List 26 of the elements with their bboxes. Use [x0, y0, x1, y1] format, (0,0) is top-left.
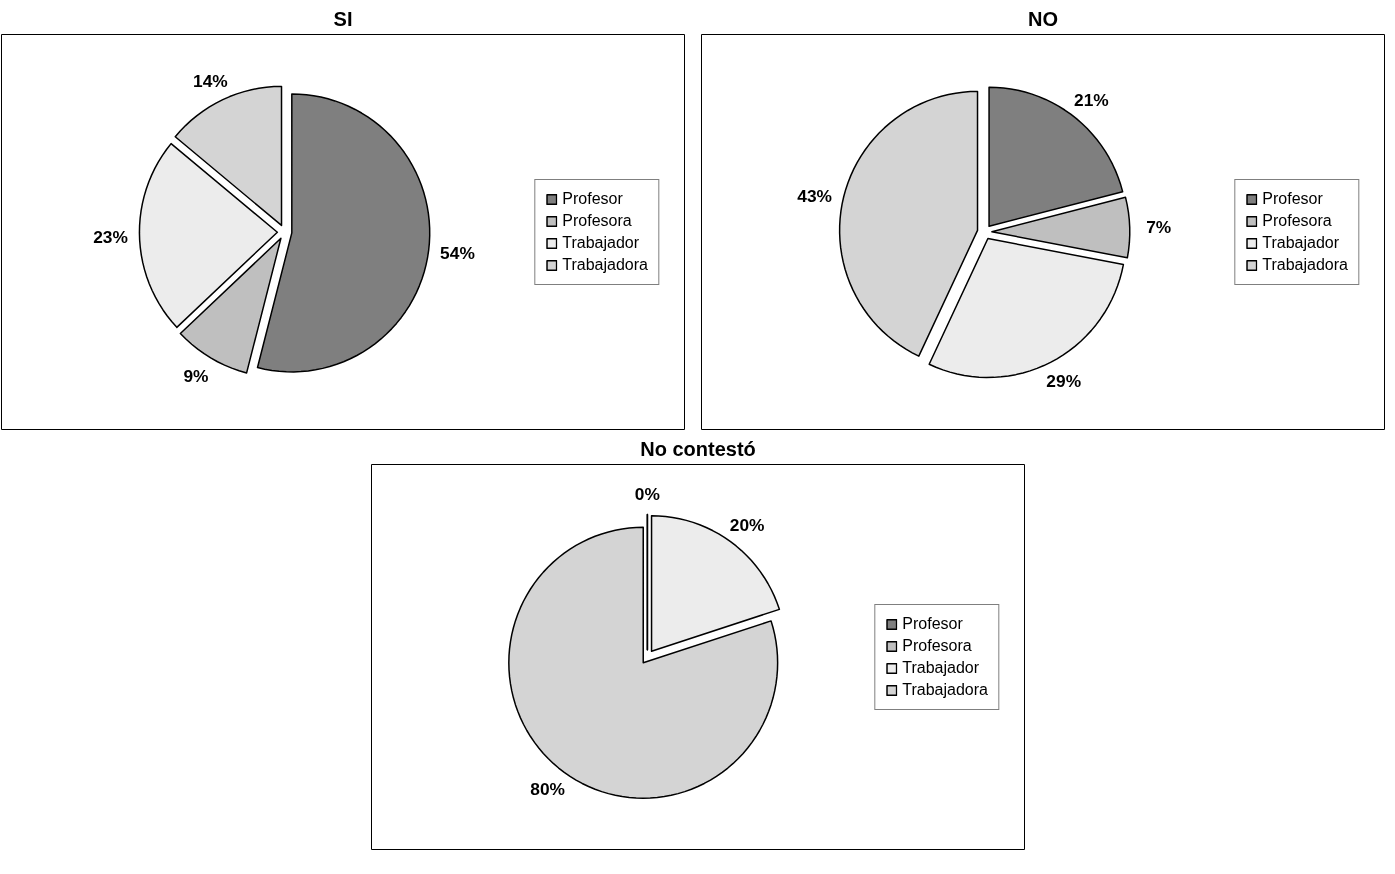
- legend-label: Profesora: [1262, 211, 1332, 230]
- chart-title: No contestó: [640, 437, 756, 460]
- data-label: 80%: [530, 778, 565, 799]
- data-label: 21%: [1074, 90, 1109, 111]
- legend-label: Trabajadora: [902, 680, 988, 699]
- chart-title: NO: [1028, 7, 1058, 30]
- data-label: 20%: [729, 515, 765, 536]
- data-label: 9%: [183, 365, 209, 386]
- data-label: 23%: [93, 227, 128, 248]
- data-label: 14%: [193, 71, 228, 92]
- data-label: 43%: [797, 185, 832, 206]
- data-label: 29%: [1046, 370, 1082, 391]
- chart-title: SI: [333, 7, 353, 30]
- legend-label: Trabajador: [902, 658, 980, 677]
- legend-label: Trabajadora: [562, 255, 648, 274]
- legend-label: Trabajador: [1262, 233, 1340, 252]
- data-label: 54%: [440, 242, 475, 263]
- legend-label: Profesor: [902, 614, 963, 633]
- legend-label: Trabajador: [562, 233, 640, 252]
- legend-label: Trabajadora: [1262, 255, 1348, 274]
- legend-label: Profesora: [562, 211, 632, 230]
- legend-label: Profesor: [562, 189, 623, 208]
- legend-label: Profesor: [1262, 189, 1323, 208]
- data-label: 7%: [1146, 216, 1172, 237]
- legend-label: Profesora: [902, 636, 972, 655]
- text: 0%: [634, 484, 660, 505]
